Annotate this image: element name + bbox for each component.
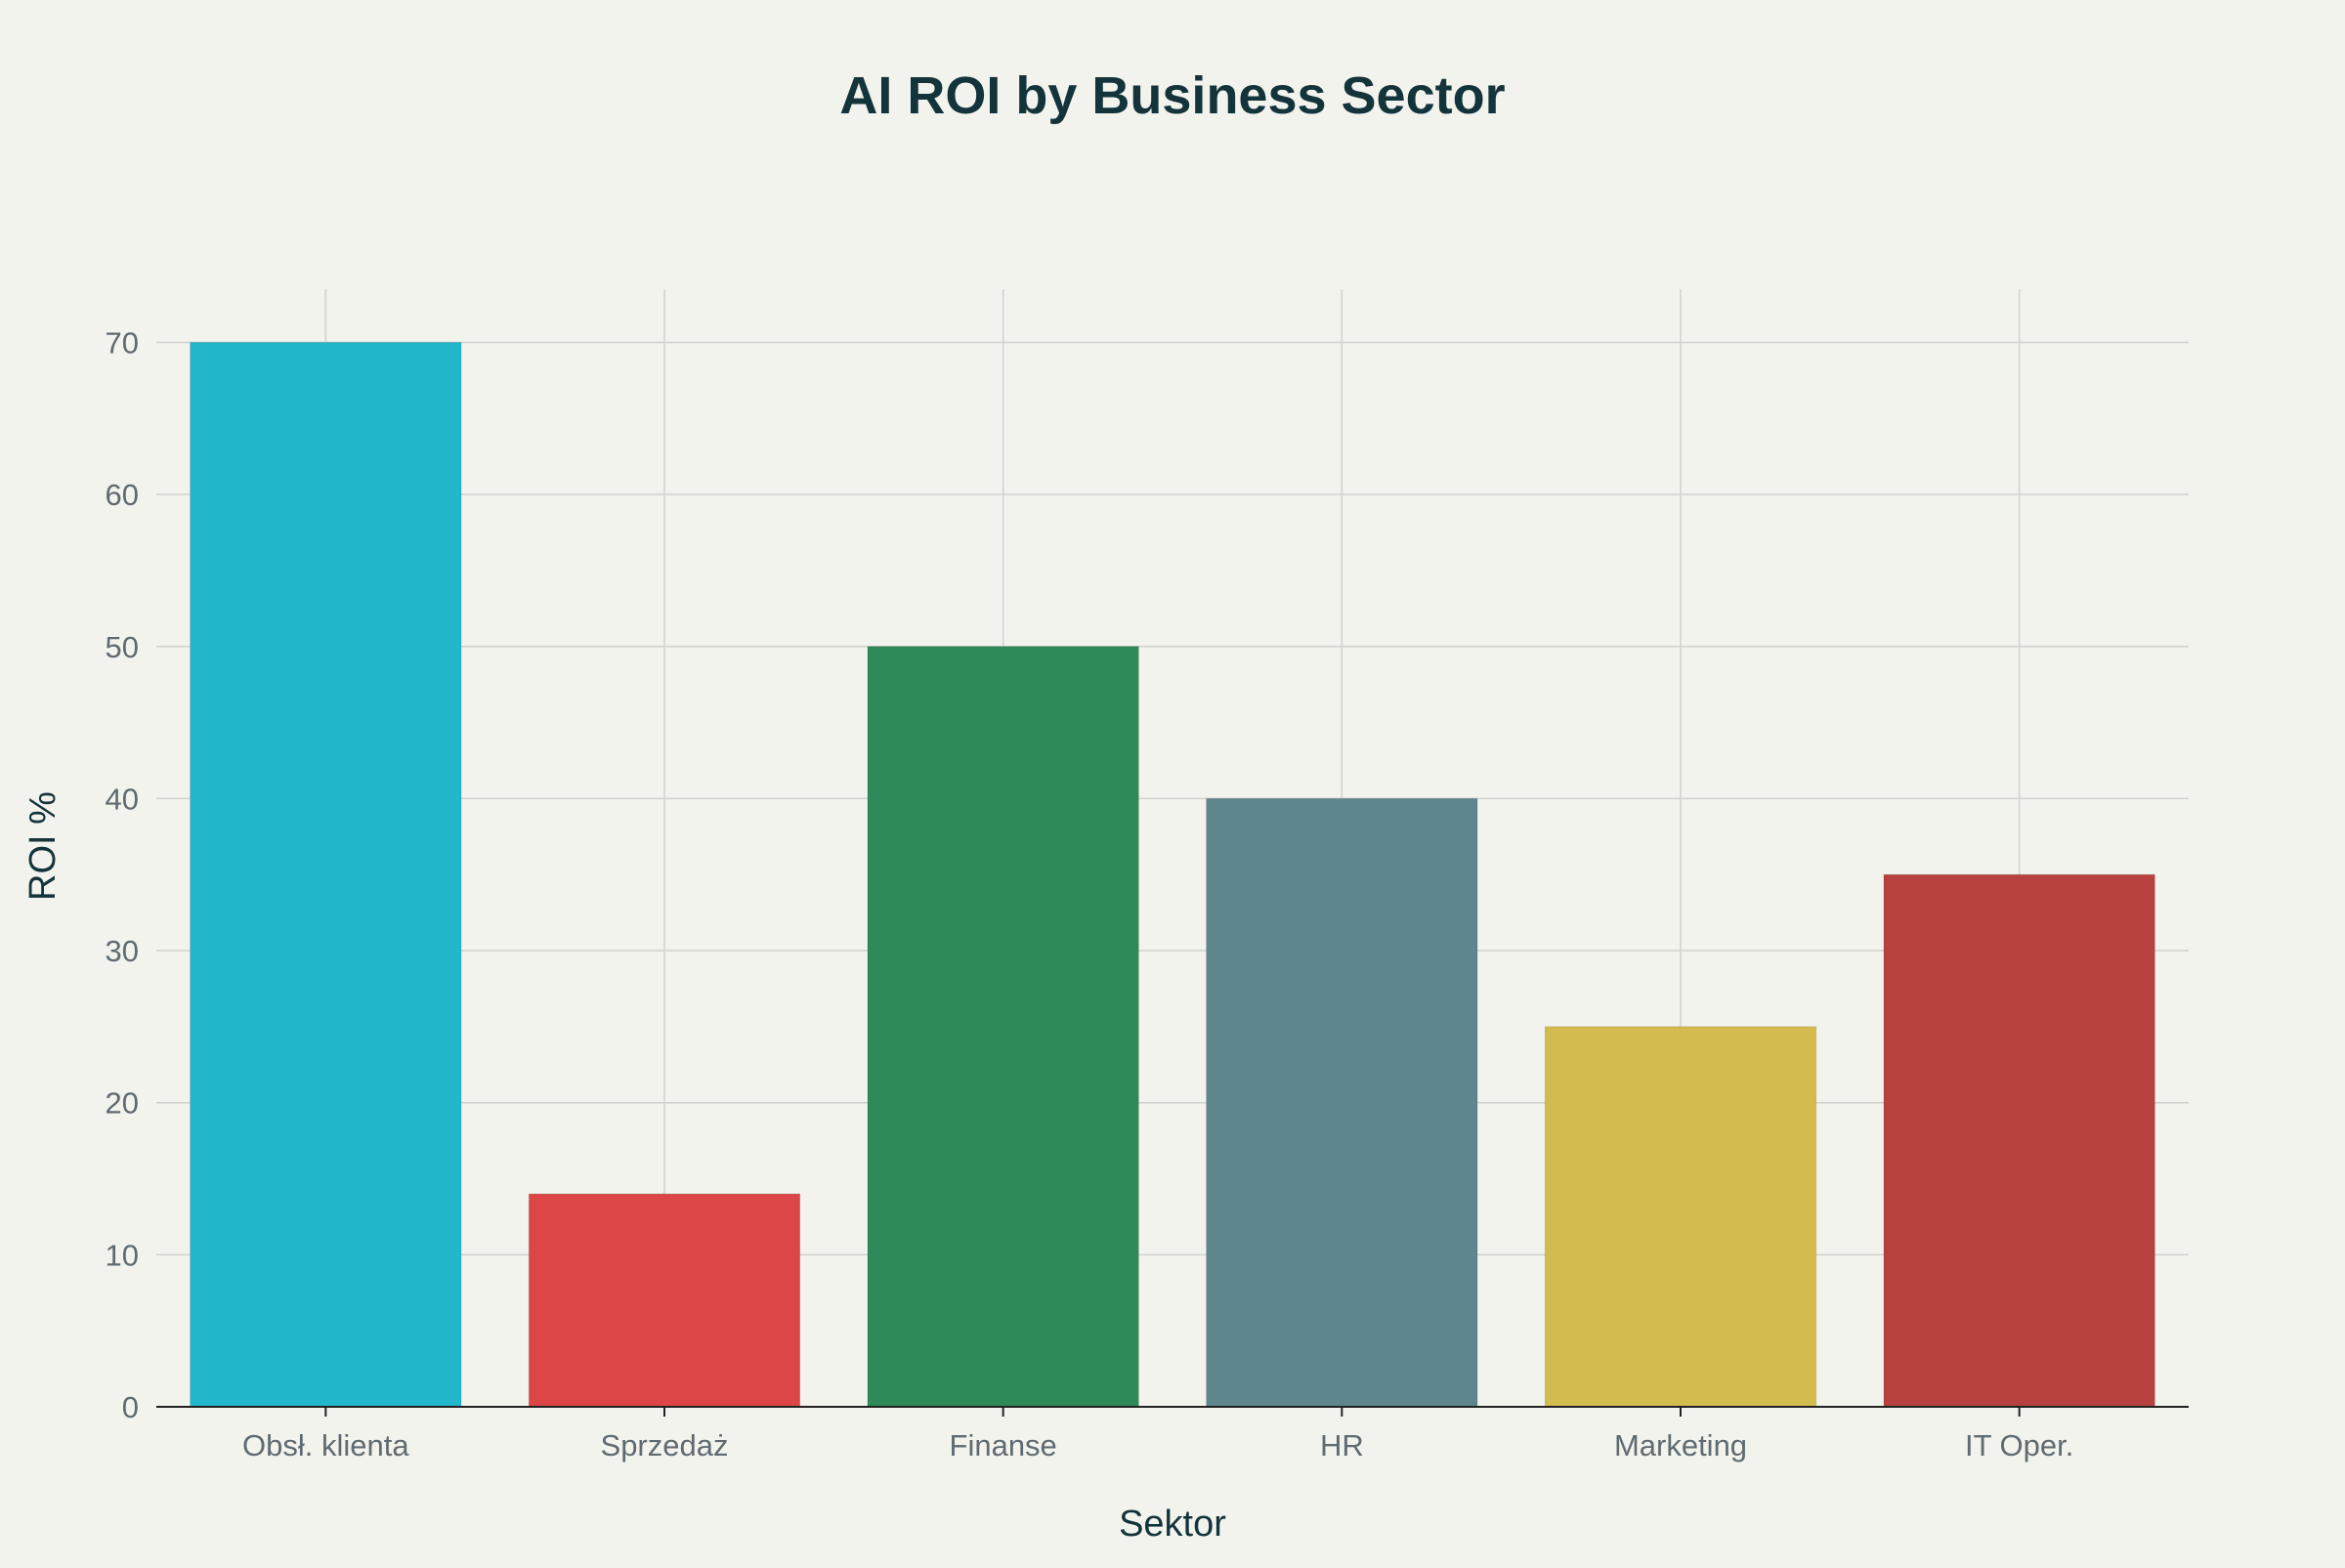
bar[interactable] (867, 646, 1139, 1408)
y-tick-label: 70 (106, 325, 139, 360)
y-tick-label: 10 (106, 1238, 139, 1272)
x-tick-label: Obsł. klienta (242, 1428, 409, 1462)
y-tick-label: 40 (106, 782, 139, 816)
x-tick-labels: Obsł. klienta Sprzedaż Finanse HR Marketing I… (242, 1428, 2073, 1462)
bar[interactable] (1883, 873, 2155, 1408)
bar[interactable] (528, 1193, 801, 1408)
x-axis-title: Sektor (1119, 1504, 1226, 1545)
y-tick-label: 50 (106, 630, 139, 664)
bar[interactable] (1206, 797, 1478, 1408)
x-tick-label: Marketing (1614, 1428, 1747, 1462)
bar[interactable] (1544, 1026, 1817, 1408)
y-tick-label: 20 (106, 1086, 139, 1121)
bars (190, 341, 2155, 1408)
y-tick-label: 30 (106, 934, 139, 968)
y-tick-labels: 0 10 20 30 40 50 60 70 (106, 325, 139, 1424)
x-tick-label: IT Oper. (1965, 1428, 2073, 1462)
y-axis-title: ROI % (22, 791, 64, 901)
x-tick-label: Sprzedaż (601, 1428, 729, 1462)
x-tick-label: Finanse (950, 1428, 1057, 1462)
y-tick-label: 60 (106, 478, 139, 512)
y-tick-label: 0 (122, 1390, 139, 1424)
x-tick-label: HR (1320, 1428, 1364, 1462)
bar[interactable] (190, 341, 462, 1408)
axes (156, 1406, 2189, 1417)
chart-title: AI ROI by Business Sector (839, 66, 1505, 125)
